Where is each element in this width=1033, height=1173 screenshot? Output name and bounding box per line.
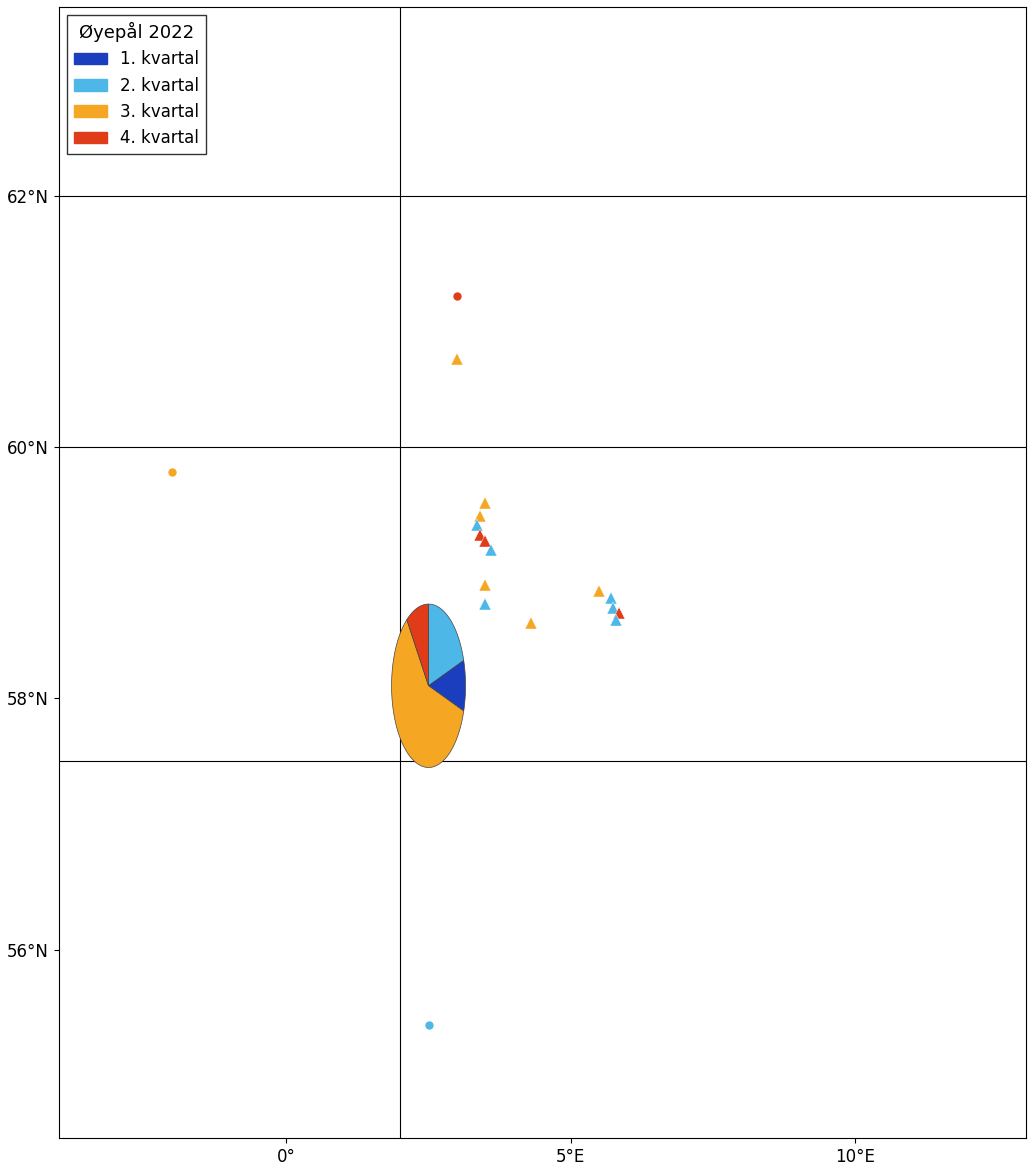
Polygon shape (392, 619, 464, 767)
Polygon shape (429, 604, 464, 686)
Legend: 1. kvartal, 2. kvartal, 3. kvartal, 4. kvartal: 1. kvartal, 2. kvartal, 3. kvartal, 4. k… (67, 15, 206, 154)
Polygon shape (407, 604, 429, 686)
Polygon shape (429, 660, 466, 711)
